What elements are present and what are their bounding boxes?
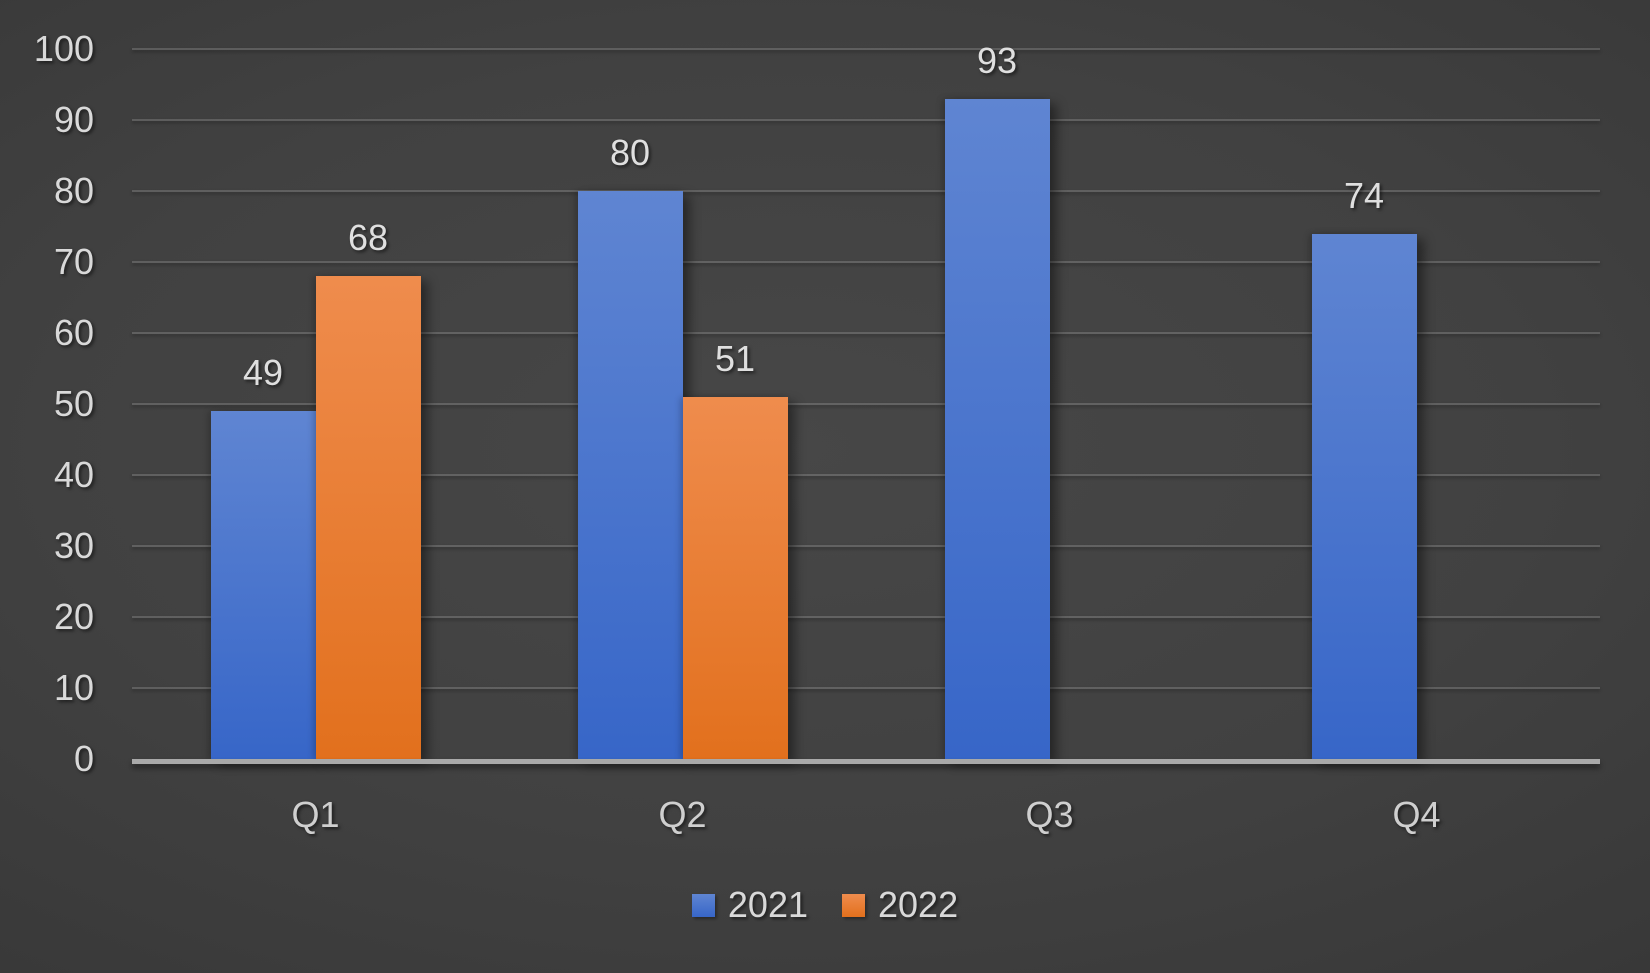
y-tick-label-10: 10 — [53, 667, 94, 708]
bar-2021-Q4[interactable] — [1311, 233, 1417, 759]
y-axis: 0 10 20 30 40 50 60 70 80 90 100 — [0, 28, 94, 779]
bar-value-label-2021-Q3: 93 — [976, 39, 1018, 81]
legend-swatch-2021 — [691, 893, 715, 917]
gridline-60 — [132, 332, 1600, 334]
bar-value-label-2022-Q1: 68 — [347, 217, 389, 259]
bar-2021-Q3[interactable] — [944, 98, 1050, 759]
gridline-50 — [132, 403, 1600, 405]
x-axis: Q1 Q2 Q3 Q4 — [0, 795, 1650, 839]
plot-area: 49 80 93 74 68 51 — [132, 40, 1600, 759]
legend-swatch-2022 — [842, 893, 865, 917]
x-axis-line — [132, 759, 1600, 764]
legend-label-2022: 2022 — [878, 884, 959, 925]
gridline-100 — [132, 48, 1600, 50]
legend-label-2021: 2021 — [727, 884, 808, 925]
gridline-70 — [132, 261, 1600, 263]
bar-value-label-2021-Q2: 80 — [609, 132, 651, 173]
x-category-label-Q3: Q3 — [1025, 794, 1074, 835]
bar-value-label-2021-Q1: 49 — [242, 352, 284, 394]
y-tick-label-90: 90 — [53, 99, 94, 140]
bar-2022-Q2[interactable] — [682, 396, 788, 759]
bar-2021-Q1[interactable] — [210, 411, 316, 759]
y-tick-label-40: 40 — [53, 454, 94, 495]
y-tick-label-20: 20 — [53, 596, 94, 637]
bar-value-label-2022-Q2: 51 — [714, 337, 756, 379]
gridline-40 — [132, 474, 1600, 476]
bar-value-label-2021-Q4: 74 — [1343, 174, 1385, 216]
y-tick-label-50: 50 — [53, 383, 94, 424]
y-tick-label-100: 100 — [33, 28, 94, 69]
x-category-label-Q2: Q2 — [658, 794, 707, 835]
gridline-80 — [132, 190, 1600, 192]
bar-2021-Q2[interactable] — [577, 191, 683, 759]
gridline-20 — [132, 616, 1600, 618]
x-category-label-Q1: Q1 — [291, 794, 340, 835]
x-category-label-Q4: Q4 — [1392, 794, 1441, 835]
legend-item-2021[interactable]: 2021 — [691, 884, 808, 926]
y-tick-label-80: 80 — [53, 170, 94, 211]
y-tick-label-70: 70 — [53, 241, 94, 282]
gridline-30 — [132, 545, 1600, 547]
gridline-10 — [132, 687, 1600, 689]
legend-item-2022[interactable]: 2022 — [842, 884, 958, 926]
y-tick-label-30: 30 — [53, 525, 94, 566]
y-tick-label-0: 0 — [73, 738, 94, 779]
y-tick-label-60: 60 — [53, 312, 94, 353]
gridline-90 — [132, 119, 1600, 121]
bar-2022-Q1[interactable] — [315, 276, 421, 759]
legend: 2021 2022 — [0, 884, 1650, 926]
